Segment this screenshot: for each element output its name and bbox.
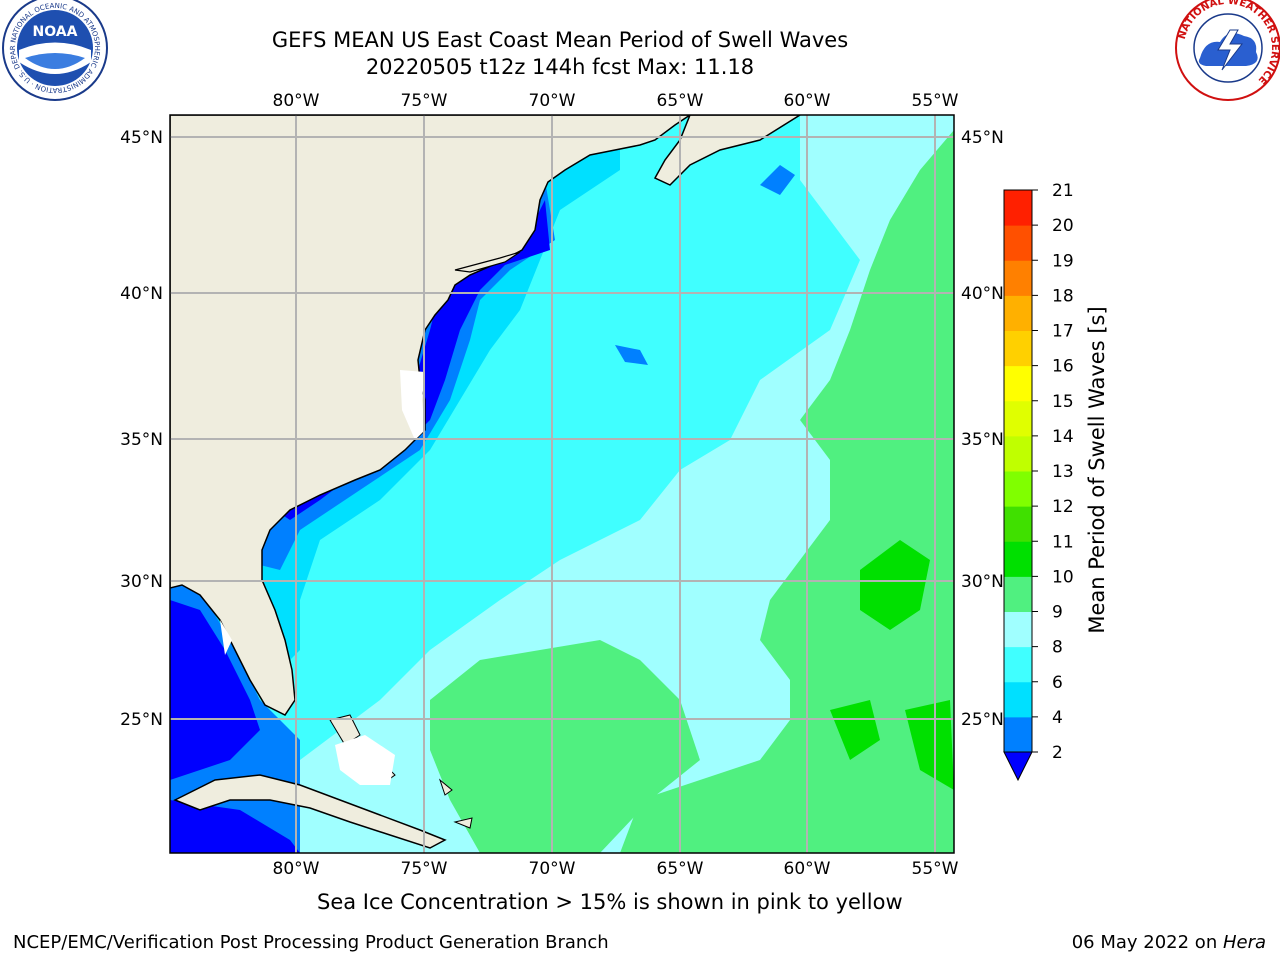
colorbar-tick-label: 16: [1052, 357, 1074, 377]
lon-tick-bottom: 55°W: [912, 859, 959, 879]
colorbar-tick-label: 14: [1052, 427, 1074, 447]
colorbar-tick-label: 2: [1052, 743, 1063, 763]
colorbar-segment: [1004, 260, 1032, 296]
colorbar-segment: [1004, 681, 1032, 718]
lat-tick-right: 45°N: [961, 128, 1004, 148]
lon-tick-bottom: 70°W: [529, 859, 576, 879]
colorbar-segment: [1004, 541, 1032, 577]
lon-ticks-top: 80°W 75°W 70°W 65°W 60°W 55°W: [273, 91, 959, 111]
footer-machine: Hera: [1222, 932, 1266, 953]
lat-tick-left: 30°N: [120, 572, 163, 592]
lat-tick-left: 45°N: [120, 128, 163, 148]
colorbar-segment: [1004, 646, 1032, 683]
footer-date-text: 06 May 2022 on: [1071, 932, 1223, 953]
colorbar-segment: [1004, 716, 1032, 753]
lon-ticks-bottom: 80°W 75°W 70°W 65°W 60°W 55°W: [273, 859, 959, 879]
colorbar-tick-label: 4: [1052, 708, 1063, 728]
chart-title-line2: 20220505 t12z 144h fcst Max: 11.18: [365, 55, 755, 79]
colorbar-segment: [1004, 225, 1032, 261]
colorbar-label: Mean Period of Swell Waves [s]: [1085, 306, 1109, 633]
colorbar-under-arrow: [1003, 751, 1033, 782]
lon-tick-top: 55°W: [912, 91, 959, 111]
colorbar-segment: [1004, 576, 1032, 612]
colorbar-segment: [1004, 435, 1032, 472]
colorbar-tick-label: 17: [1052, 322, 1074, 342]
lon-tick-bottom: 75°W: [401, 859, 448, 879]
colorbar-segment: [1004, 365, 1032, 402]
colorbar-tick-label: 20: [1052, 216, 1074, 236]
colorbar-tick-label: 21: [1052, 181, 1074, 201]
noaa-logo-icon: NATIONAL OCEANIC AND ATMOSPHERIC ADMINIS…: [0, 0, 108, 101]
lat-tick-left: 35°N: [120, 430, 163, 450]
colorbar-segment: [1004, 611, 1032, 648]
noaa-center-text: NOAA: [33, 24, 78, 40]
colorbar-tick-label: 9: [1052, 603, 1063, 623]
lon-tick-top: 75°W: [401, 91, 448, 111]
lon-tick-top: 80°W: [273, 91, 320, 111]
colorbar-tick-label: 8: [1052, 638, 1063, 658]
lat-tick-right: 30°N: [961, 572, 1004, 592]
colorbar-tick-label: 10: [1052, 567, 1074, 587]
lon-tick-top: 65°W: [657, 91, 704, 111]
map-area: [170, 115, 954, 853]
lat-ticks-right: 45°N 40°N 35°N 30°N 25°N: [961, 128, 1004, 730]
footer-date: 06 May 2022 on Hera: [1072, 932, 1266, 953]
lat-lon-grid: [170, 115, 954, 853]
footer-credit: NCEP/EMC/Verification Post Processing Pr…: [13, 932, 609, 953]
colorbar-tick-label: 15: [1052, 392, 1074, 412]
colorbar-tick-label: 18: [1052, 286, 1074, 306]
lat-tick-right: 40°N: [961, 284, 1004, 304]
chart-title-line1: GEFS MEAN US East Coast Mean Period of S…: [271, 28, 849, 52]
lon-tick-bottom: 60°W: [784, 859, 831, 879]
lon-tick-bottom: 65°W: [657, 859, 704, 879]
colorbar-segment: [1004, 295, 1032, 331]
lon-tick-bottom: 80°W: [273, 859, 320, 879]
colorbar-tick-label: 6: [1052, 673, 1063, 693]
colorbar-tick-label: 12: [1052, 497, 1074, 517]
colorbar-segment: [1004, 190, 1032, 226]
lon-tick-top: 60°W: [784, 91, 831, 111]
colorbar-tick-label: 19: [1052, 251, 1074, 271]
colorbar-segment: [1004, 471, 1032, 507]
colorbar-segment: [1004, 506, 1032, 542]
nws-logo-icon: NATIONAL WEATHER SERVICE: [1175, 0, 1280, 101]
lat-tick-left: 40°N: [120, 284, 163, 304]
lat-tick-left: 25°N: [120, 710, 163, 730]
colorbar-tick-label: 13: [1052, 462, 1074, 482]
map-frame: [169, 114, 955, 854]
lat-ticks-left: 45°N 40°N 35°N 30°N 25°N: [120, 128, 163, 730]
lat-tick-right: 35°N: [961, 430, 1004, 450]
colorbar-tick-label: 11: [1052, 532, 1074, 552]
lat-tick-right: 25°N: [961, 710, 1004, 730]
colorbar-segment: [1004, 400, 1032, 437]
lon-tick-top: 70°W: [529, 91, 576, 111]
colorbar-segment: [1004, 330, 1032, 367]
sea-ice-note: Sea Ice Concentration > 15% is shown in …: [317, 890, 903, 914]
colorbar: 2 4 6 8 9 10 11 12 13 14 15 16 17 18 19 20 21: [1003, 181, 1074, 782]
